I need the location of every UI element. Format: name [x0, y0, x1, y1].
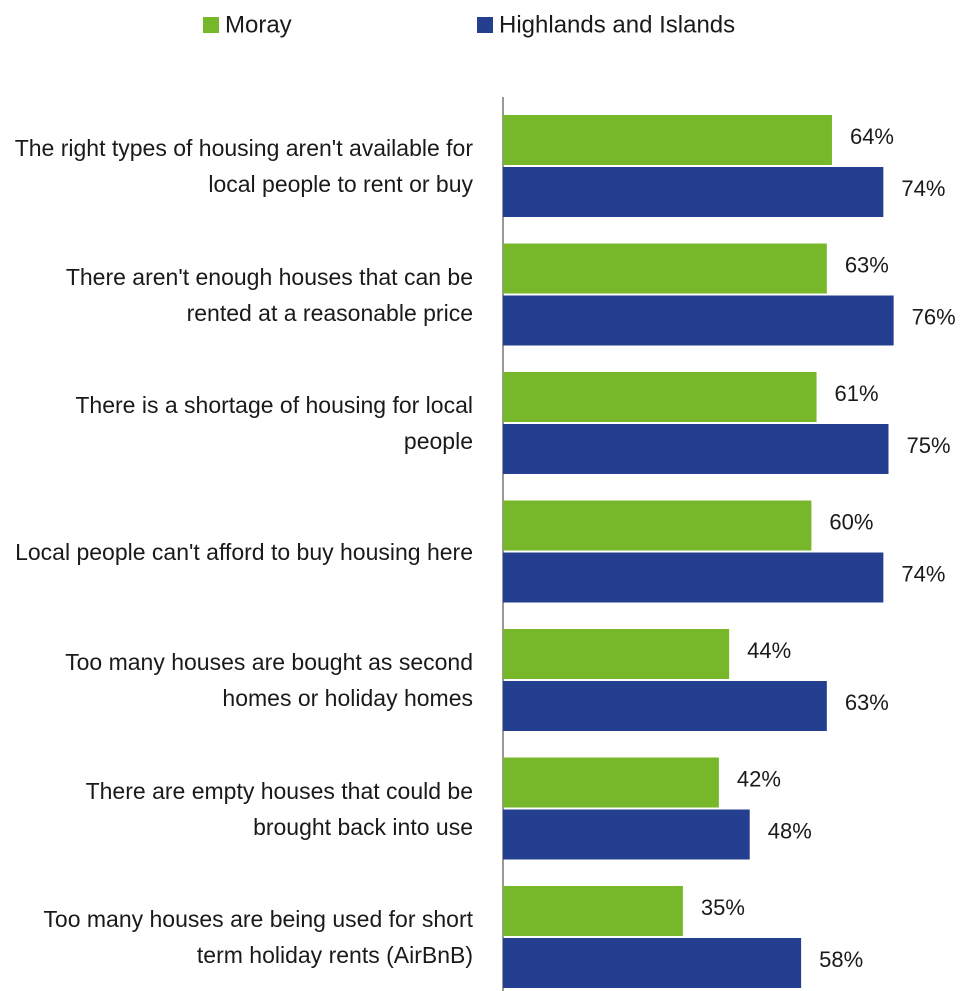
category-label: There are empty houses that could be bro… — [85, 777, 473, 840]
bar — [503, 167, 884, 217]
value-label: 35% — [701, 895, 745, 920]
category-label: Too many houses are bought as second hom… — [65, 649, 473, 711]
bar — [503, 681, 827, 731]
category-label: There aren't enough houses that can be r… — [65, 263, 473, 326]
value-label: 74% — [901, 176, 945, 201]
legend-swatch — [477, 17, 493, 33]
legend-label: Highlands and Islands — [499, 11, 735, 38]
value-label: 42% — [737, 766, 781, 791]
bar — [503, 500, 812, 551]
value-label: 76% — [912, 304, 956, 329]
category-label: Local people can't afford to buy housing… — [15, 538, 473, 565]
bar — [503, 938, 802, 988]
bar — [503, 115, 832, 165]
value-label: 74% — [901, 561, 945, 586]
value-label: 58% — [819, 947, 863, 972]
bar — [503, 243, 827, 294]
value-label: 61% — [835, 381, 879, 406]
bar — [503, 809, 750, 860]
category-label: Too many houses are being used for short… — [43, 906, 473, 968]
value-label: 64% — [850, 124, 894, 149]
value-label: 44% — [747, 638, 791, 663]
category-label: There is a shortage of housing for local… — [75, 392, 473, 454]
bar — [503, 295, 894, 346]
value-label: 63% — [845, 690, 889, 715]
bar — [503, 629, 730, 679]
value-label: 48% — [768, 818, 812, 843]
bar — [503, 886, 683, 936]
bar — [503, 372, 817, 422]
bar — [503, 552, 884, 603]
bar — [503, 424, 889, 474]
legend-label: Moray — [225, 11, 292, 38]
value-label: 75% — [907, 433, 951, 458]
value-label: 60% — [829, 509, 873, 534]
bar — [503, 757, 719, 808]
category-label: The right types of housing aren't availa… — [14, 135, 473, 197]
value-label: 63% — [845, 252, 889, 277]
legend-swatch — [203, 17, 219, 33]
